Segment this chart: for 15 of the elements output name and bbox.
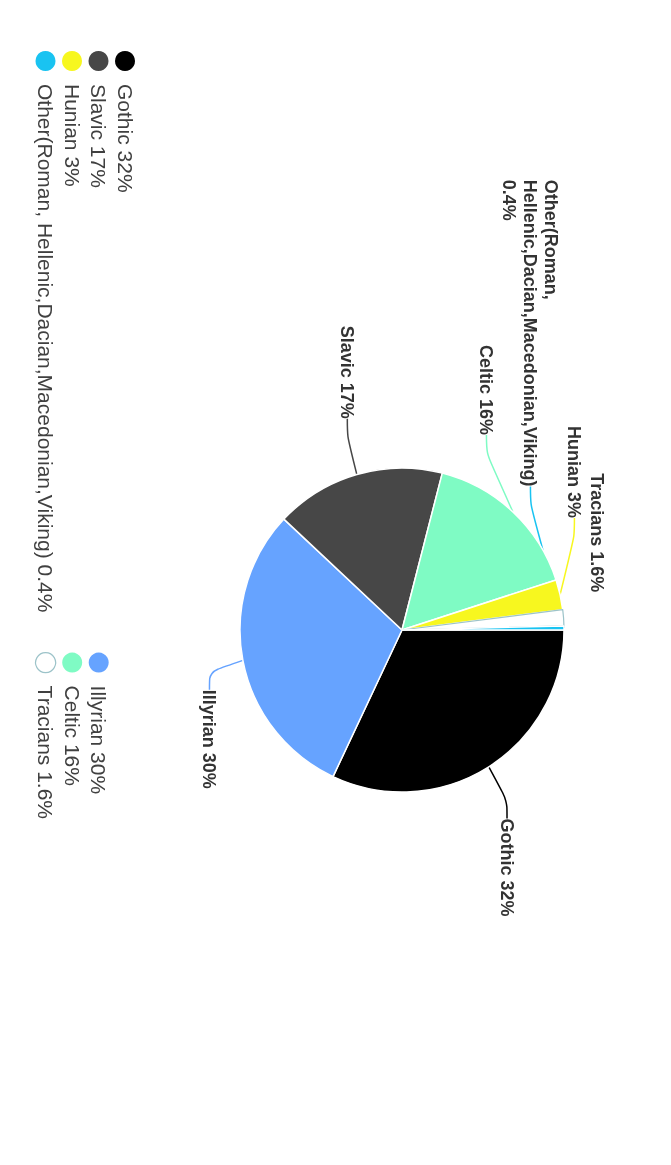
category-label: Tracians 1.6% [587, 473, 608, 593]
category-label: Other(Roman, Hellenic,Dacian,Macedonian,Viking) 0.4% [34, 84, 57, 613]
slice-label: Hunian 3% [564, 426, 585, 519]
legend-label: Slavic 17% [87, 84, 110, 188]
slice-label: Celtic 16% [476, 344, 497, 436]
legend-label: Tracians 1.6% [34, 685, 58, 820]
legend-label: Celtic 16% [60, 685, 84, 786]
legend-label: Illyrian 30% [87, 685, 111, 795]
slice-label: Other(Roman, Hellenic,Dacian,Macedonian,Viking) [520, 179, 562, 487]
slice-label: Illyrian 30% [199, 689, 220, 789]
slice-label: Gothic 32% [497, 818, 518, 917]
legend-label: Hunian 3% [60, 84, 84, 187]
legend-label: Gothic 32% [113, 84, 137, 193]
slice-label: Slavic 17% [337, 325, 358, 419]
data-label: 0.4% [499, 179, 520, 221]
